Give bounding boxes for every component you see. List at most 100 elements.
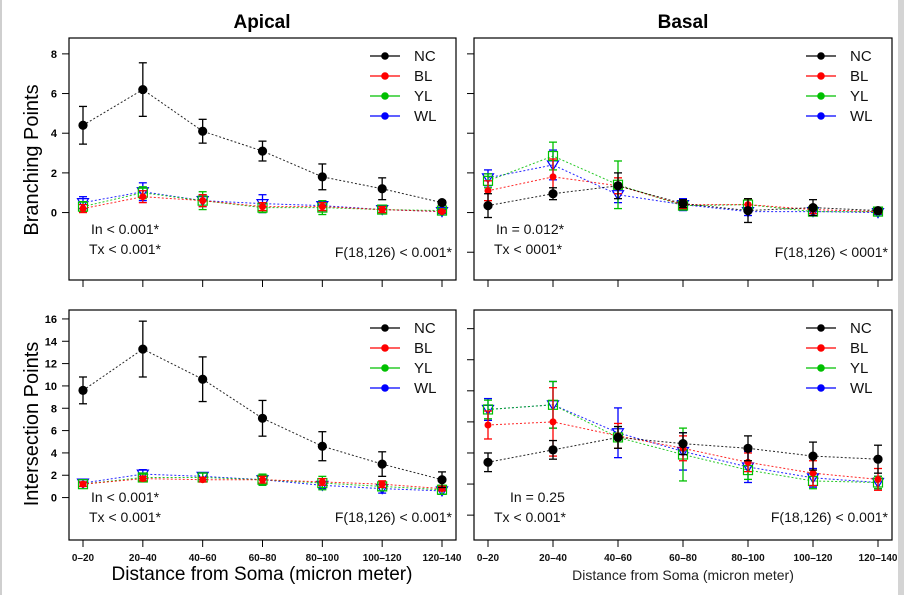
x-tick-label: 80–100 xyxy=(731,553,765,564)
series-nc xyxy=(78,320,447,489)
x-tick-label: 0–20 xyxy=(72,553,95,564)
legend-label-nc: NC xyxy=(414,48,436,65)
data-point-bl xyxy=(874,475,882,483)
y-axis-label-branching: Branching Points xyxy=(21,84,43,235)
legend-marker-bl xyxy=(381,344,389,352)
legend-label-bl: BL xyxy=(414,68,432,85)
annotation-f-stat: F(18,126) < 0.001* xyxy=(335,244,453,260)
panel-basal-intersection: 0–20 20–40 40–60 60–80 80–100 100–120 120–140 N… xyxy=(467,309,898,564)
legend-label-nc: NC xyxy=(414,320,436,337)
data-point-bl xyxy=(259,476,266,484)
data-point-nc xyxy=(437,475,447,485)
data-point-nc xyxy=(377,184,387,194)
data-point-nc xyxy=(678,439,688,449)
legend-label-bl: BL xyxy=(850,68,868,85)
data-point-bl xyxy=(378,480,386,488)
x-tick-label: 0–20 xyxy=(477,553,500,564)
legend-marker-bl xyxy=(381,72,389,80)
y-tick-label: 4 xyxy=(51,448,58,460)
x-tick-label: 120–140 xyxy=(859,553,898,564)
data-point-bl xyxy=(438,208,446,216)
data-point-nc xyxy=(613,432,623,443)
data-point-nc xyxy=(548,445,558,455)
annotation-treatment: Tx < 0.001* xyxy=(89,509,162,525)
legend-marker-nc xyxy=(381,52,389,60)
x-axis-label-apical: Distance from Soma (micron meter) xyxy=(112,564,413,585)
legend: NC BL YL WL xyxy=(806,320,873,397)
data-point-bl xyxy=(318,478,326,486)
data-point-bl xyxy=(318,203,326,211)
data-point-nc xyxy=(743,443,753,453)
data-point-nc xyxy=(808,202,818,213)
data-point-bl xyxy=(79,480,87,488)
legend-marker-yl xyxy=(381,364,389,372)
data-point-nc xyxy=(78,385,88,395)
legend-marker-wl xyxy=(817,384,825,392)
annotation-treatment: Tx < 0.001* xyxy=(494,509,567,525)
y-tick-label: 14 xyxy=(45,336,58,348)
data-point-nc xyxy=(678,199,688,209)
y-tick-label: 0 xyxy=(51,493,57,505)
data-point-bl xyxy=(199,476,207,484)
data-point-bl xyxy=(549,418,557,426)
annotation-f-stat: F(18,126) < 0.001* xyxy=(771,509,889,525)
data-point-wl xyxy=(255,199,270,210)
data-point-nc xyxy=(198,374,208,384)
annotation-treatment: Tx < 0.001* xyxy=(89,241,162,257)
y-tick-label: 4 xyxy=(51,128,58,140)
x-tick-label: 20–40 xyxy=(539,553,567,564)
panel-title-basal: Basal xyxy=(658,12,709,33)
y-tick-label: 0 xyxy=(51,208,57,220)
window-border-left xyxy=(0,0,2,595)
x-tick-label: 40–60 xyxy=(189,553,217,564)
y-tick-label: 2 xyxy=(51,470,57,482)
y-tick-label: 16 xyxy=(45,314,57,326)
data-point-bl xyxy=(79,205,87,213)
legend-marker-yl xyxy=(381,92,389,100)
series-nc xyxy=(483,172,883,224)
annotation-interaction: In = 0.25 xyxy=(510,489,565,505)
x-tick-label: 100–120 xyxy=(363,553,402,564)
data-point-bl xyxy=(139,475,147,483)
annotation-interaction: In = 0.012* xyxy=(496,221,565,237)
data-point-nc xyxy=(317,441,327,451)
annotation-interaction: In < 0.001* xyxy=(91,221,160,237)
legend-label-yl: YL xyxy=(850,360,868,377)
annotation-f-stat: F(18,126) < 0001* xyxy=(775,244,889,260)
x-tick-label: 20–40 xyxy=(129,553,157,564)
legend-label-wl: WL xyxy=(414,108,437,125)
x-tick-label: 40–60 xyxy=(604,553,632,564)
legend-label-bl: BL xyxy=(414,340,432,357)
panel-apical-intersection: 0 2 4 6 8 10 12 14 16 0–20 20–40 40–60 60–80 80–100 10… xyxy=(45,309,462,564)
y-tick-label: 10 xyxy=(45,381,57,393)
legend-marker-nc xyxy=(381,324,389,332)
data-point-nc xyxy=(78,120,88,130)
y-tick-label: 12 xyxy=(45,359,57,371)
legend-marker-nc xyxy=(817,324,825,332)
x-tick-label: 120–140 xyxy=(423,553,462,564)
data-point-nc xyxy=(257,146,268,156)
y-tick-label: 6 xyxy=(51,426,57,438)
legend-label-yl: YL xyxy=(414,360,432,377)
x-tick-label: 60–80 xyxy=(249,553,277,564)
x-axis-label-basal: Distance from Soma (micron meter) xyxy=(572,567,794,583)
data-point-nc xyxy=(377,459,387,469)
data-point-nc xyxy=(483,457,493,467)
data-point-wl xyxy=(76,198,90,209)
data-point-nc xyxy=(317,172,327,182)
data-point-bl xyxy=(549,173,557,181)
data-point-bl xyxy=(199,197,207,205)
legend: NC BL YL WL xyxy=(370,48,437,125)
legend-label-bl: BL xyxy=(850,340,868,357)
data-point-nc xyxy=(873,205,883,216)
data-point-bl xyxy=(378,206,386,214)
legend-label-yl: YL xyxy=(414,88,432,105)
legend-marker-nc xyxy=(817,52,825,60)
data-point-nc xyxy=(138,344,148,354)
data-point-bl xyxy=(139,193,147,201)
legend: NC BL YL WL xyxy=(806,48,873,125)
panel-basal-branching: NC BL YL WL In = 0.012* Tx < 0001* F(18,126) <… xyxy=(467,37,893,287)
legend-marker-bl xyxy=(817,72,825,80)
annotation-interaction: In < 0.001* xyxy=(91,489,160,505)
